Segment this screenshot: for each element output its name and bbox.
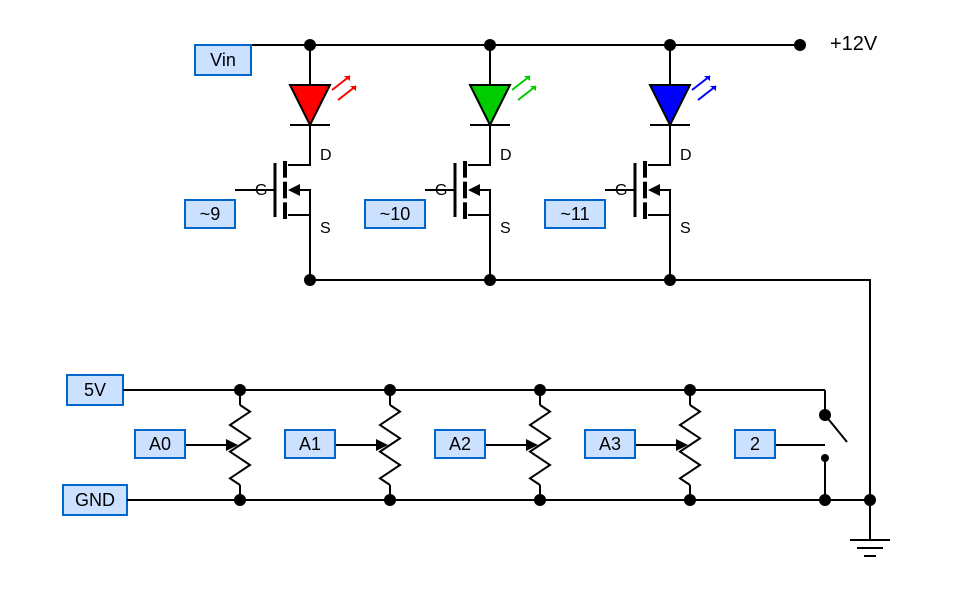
vin-pin-label: Vin [210,50,236,70]
analog-pin-3-label: A3 [599,434,621,454]
digital-pin-2-label: 2 [750,434,760,454]
led-2 [650,85,690,125]
supply-voltage-label: +12V [830,33,878,55]
wire [288,215,310,225]
mosfet-s-label: S [320,220,331,237]
junction-node [794,39,806,51]
led-1 [470,85,510,125]
wire [660,190,670,215]
analog-pin-2-label: A2 [449,434,471,454]
gate-pin-1-label: ~10 [380,204,411,224]
mosfet-s-label: S [500,220,511,237]
gate-pin-0-label: ~9 [200,204,221,224]
wire [648,155,670,165]
mosfet-body-arrow [648,184,660,196]
wire [468,155,490,165]
wire [468,215,490,225]
wire [288,155,310,165]
led-0 [290,85,330,125]
junction-node [864,494,876,506]
mosfet-d-label: D [500,147,512,164]
analog-pin-1-label: A1 [299,434,321,454]
gate-pin-2-label: ~11 [560,204,589,224]
five-v-pin-label: 5V [84,380,106,400]
mosfet-g-label: G [435,182,447,199]
mosfet-g-label: G [255,182,267,199]
mosfet-s-label: S [680,220,691,237]
wire [648,215,670,225]
wire [300,190,310,215]
analog-pin-0-label: A0 [149,434,171,454]
gnd-pin-label: GND [75,490,115,510]
mosfet-body-arrow [468,184,480,196]
mosfet-g-label: G [615,182,627,199]
wire [825,415,847,442]
mosfet-d-label: D [680,147,692,164]
junction-node [819,494,831,506]
mosfet-body-arrow [288,184,300,196]
wire [480,190,490,215]
mosfet-d-label: D [320,147,332,164]
